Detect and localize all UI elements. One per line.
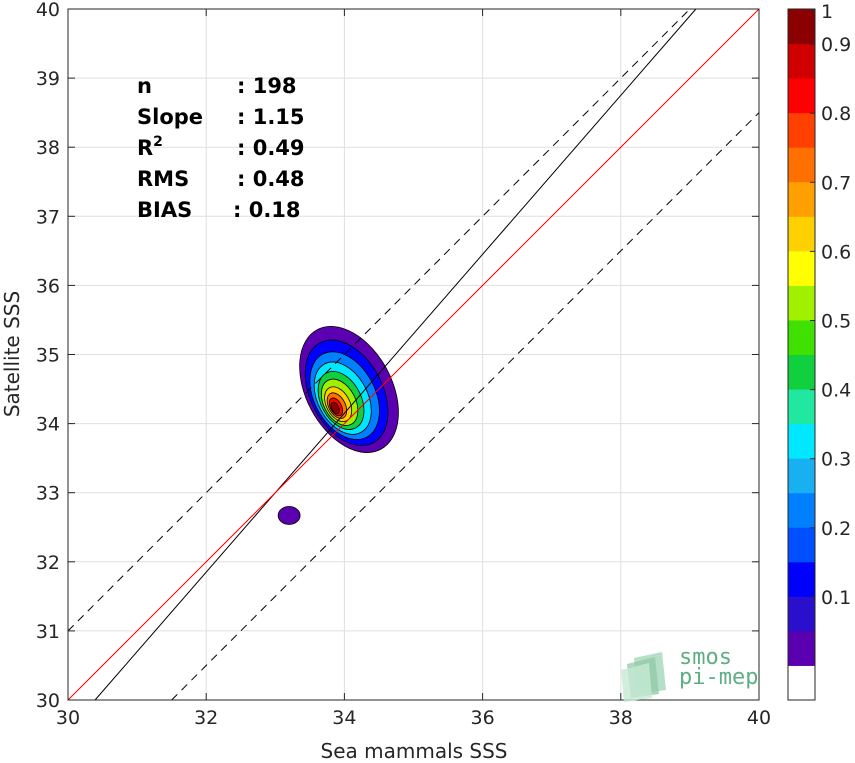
colorbar-segment	[788, 250, 815, 286]
x-tick-label: 32	[194, 707, 218, 729]
y-tick-label: 40	[36, 0, 60, 21]
colorbar-segment	[788, 596, 815, 632]
colorbar-tick-label: 0.8	[821, 103, 851, 125]
colorbar-segment	[788, 354, 815, 390]
contour-secondary-blob	[277, 506, 301, 525]
y-tick-label: 32	[36, 552, 60, 574]
colorbar-segment	[788, 423, 815, 459]
y-axis-label: Satellite SSS	[0, 291, 24, 417]
stat-label: RMS	[137, 167, 189, 191]
colorbar-segment	[788, 78, 815, 114]
colorbar-segment	[788, 665, 815, 701]
y-tick-label: 33	[36, 483, 60, 505]
axis-ticks: 30 32 34 36 38 40 30 31 32 33 34 35 36 37 38 39 40	[36, 0, 771, 729]
colorbar: 0.1 0.2 0.3 0.4 0.5 0.6 0.7 0.8 0.9 1	[787, 1, 851, 701]
stat-label: Slope	[137, 105, 203, 129]
colorbar-segment	[788, 389, 815, 425]
colorbar-tick-label: 1	[821, 1, 833, 23]
smos-pi-mep-logo: smos pi-mep	[621, 645, 758, 702]
colorbar-tick-label: 0.2	[821, 518, 851, 540]
colorbar-segment	[788, 527, 815, 563]
colorbar-tick-label: 0.4	[821, 380, 851, 402]
logo-text-pi-mep: pi-mep	[679, 665, 758, 690]
contour-level-10	[330, 401, 340, 415]
stat-label: R2	[137, 134, 163, 160]
colorbar-frame	[787, 8, 816, 701]
y-tick-label: 34	[36, 414, 60, 436]
colorbar-segment	[788, 181, 815, 217]
regression-line	[94, 8, 697, 701]
colorbar-segment	[788, 319, 815, 355]
x-tick-label: 40	[747, 707, 771, 729]
y-tick-label: 38	[36, 137, 60, 159]
colorbar-segment	[788, 285, 815, 321]
colorbar-tick-label: 0.1	[821, 587, 851, 609]
y-tick-label: 31	[36, 621, 60, 643]
stat-value: : 0.48	[237, 167, 305, 191]
colorbar-segment	[788, 630, 815, 666]
bound-line-2	[171, 112, 760, 701]
colorbar-segment	[788, 147, 815, 183]
bound-line-1	[67, 8, 691, 632]
x-tick-label: 34	[332, 707, 356, 729]
stat-value: : 198	[237, 74, 297, 98]
colorbar-segment	[788, 458, 815, 494]
x-tick-label: 38	[609, 707, 633, 729]
x-tick-label: 36	[471, 707, 495, 729]
colorbar-segment	[788, 43, 815, 79]
colorbar-tick-label: 0.7	[821, 172, 851, 194]
x-tick-label: 30	[56, 707, 80, 729]
colorbar-tick-label: 0.3	[821, 449, 851, 471]
stats-annotation: n : 198 Slope : 1.15 R2 : 0.49 RMS : 0.48 BIAS : …	[137, 74, 305, 222]
logo-text-smos: smos	[679, 645, 732, 670]
y-tick-label: 30	[36, 690, 60, 712]
colorbar-segment	[788, 561, 815, 597]
y-tick-label: 36	[36, 275, 60, 297]
stat-value: : 0.49	[237, 136, 305, 160]
stat-label: n	[137, 74, 152, 98]
stat-label: BIAS	[137, 198, 192, 222]
stat-value: : 1.15	[237, 105, 305, 129]
y-tick-label: 37	[36, 206, 60, 228]
x-axis-label: Sea mammals SSS	[321, 739, 508, 763]
colorbar-segment	[788, 9, 815, 45]
stat-value: : 0.18	[233, 198, 301, 222]
colorbar-tick-label: 0.9	[821, 34, 851, 56]
y-tick-label: 39	[36, 68, 60, 90]
colorbar-segment	[788, 492, 815, 528]
y-tick-label: 35	[36, 345, 60, 367]
colorbar-tick-label: 0.6	[821, 241, 851, 263]
reference-lines	[67, 8, 760, 701]
colorbar-segment	[788, 112, 815, 148]
identity-line	[67, 8, 760, 701]
colorbar-tick-label: 0.5	[821, 311, 851, 333]
colorbar-segment	[788, 216, 815, 252]
